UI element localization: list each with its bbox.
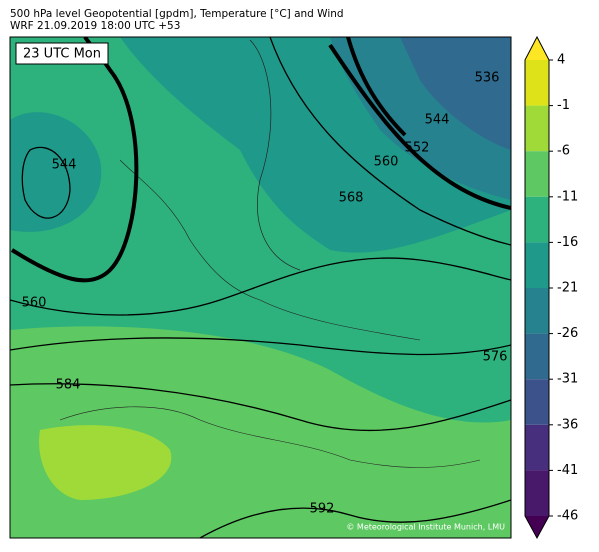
contour-label: 584 <box>56 378 81 393</box>
colorbar-under <box>525 516 549 538</box>
colorbar-band <box>525 196 549 243</box>
contour-label: 568 <box>339 191 364 206</box>
colorbar-tick-label: -21 <box>557 281 578 296</box>
contour-label: 544 <box>52 158 77 173</box>
colorbar: 4 -1 -6 -11 -16 -21 -26 -31 -36 -41 -46 <box>524 35 578 540</box>
colorbar-tick-label: 4 <box>557 53 565 68</box>
colorbar-tick-label: -26 <box>557 326 578 341</box>
colorbar-tick-label: -36 <box>557 417 578 432</box>
colorbar-band <box>525 424 549 471</box>
colorbar-band <box>525 379 549 425</box>
colorbar-tick-label: -11 <box>557 189 578 204</box>
contour-label: 592 <box>310 502 335 517</box>
colorbar-over <box>525 37 549 60</box>
colorbar-band <box>525 242 549 288</box>
colorbar-band <box>525 470 549 516</box>
colorbar-band <box>525 60 549 106</box>
subtitle: WRF 21.09.2019 18:00 UTC +53 <box>10 20 180 32</box>
colorbar-tick-label: -1 <box>557 98 570 113</box>
contour-label: 544 <box>425 113 450 128</box>
time-label: 23 UTC Mon <box>23 47 101 62</box>
credit: © Meteorological Institute Munich, LMU <box>346 523 505 532</box>
colorbar-band <box>525 333 549 380</box>
colorbar-tick-label: -31 <box>557 372 578 387</box>
colorbar-tick-label: -41 <box>557 463 578 478</box>
title: 500 hPa level Geopotential [gpdm], Tempe… <box>10 8 344 20</box>
colorbar-band <box>525 288 549 334</box>
colorbar-band <box>525 105 549 152</box>
contour-label: 576 <box>483 350 508 365</box>
contour-label: 552 <box>405 141 430 156</box>
colorbar-band <box>525 151 549 197</box>
contour-labels: 544 536 544 552 560 568 560 584 576 592 <box>22 71 508 517</box>
time-box <box>15 42 109 65</box>
contour-label: 536 <box>475 71 500 86</box>
map-frame <box>9 36 512 539</box>
colorbar-tick-label: -16 <box>557 235 578 250</box>
contour-label: 560 <box>22 296 47 311</box>
contour-label: 560 <box>374 155 399 170</box>
map-area <box>10 37 511 538</box>
colorbar-tick-label: -6 <box>557 144 570 159</box>
colorbar-tick-label: -46 <box>557 509 578 524</box>
